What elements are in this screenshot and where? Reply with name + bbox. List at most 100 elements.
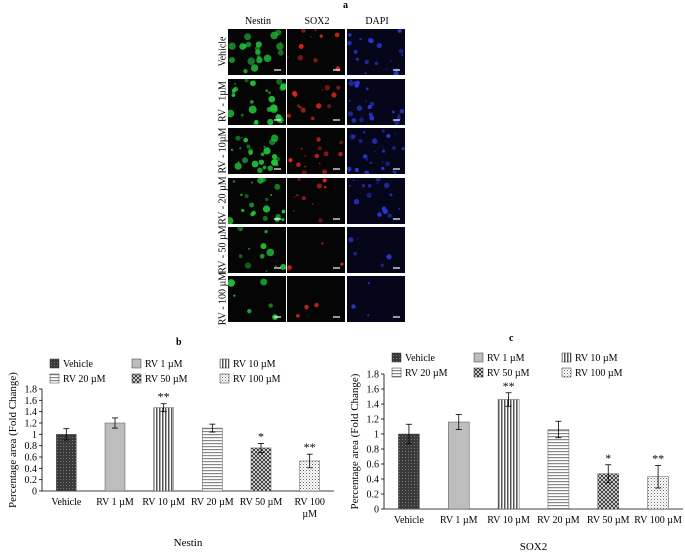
legend-label: RV 10 µM (575, 353, 618, 364)
x-tick-label: RV 10 µM (142, 497, 185, 508)
y-tick-label: 0 (32, 487, 37, 498)
nestin-bar-chart: Vehicle RV 1 µM RV 10 µM RV 20 µM RV 50 µM RV… (7, 358, 334, 549)
y-tick-label: 0.8 (367, 445, 380, 456)
significance-marker: ** (503, 379, 515, 393)
micrograph-sox2 (287, 29, 345, 75)
significance-marker: * (258, 429, 264, 443)
micrograph-dapi (347, 178, 405, 224)
legend-label: RV 100 µM (233, 374, 281, 385)
micrograph-nestin (228, 178, 286, 224)
micrograph-sox2 (287, 79, 345, 125)
x-tick-label: Vehicle (51, 497, 82, 508)
y-tick-label: 0.4 (367, 475, 380, 486)
legend-label: RV 10 µM (233, 359, 276, 370)
y-tick-label: 0.2 (367, 490, 380, 501)
micrograph-sox2 (287, 128, 345, 174)
y-tick-label: 0.4 (25, 464, 38, 475)
y-tick-label: 1 (374, 430, 379, 441)
y-tick-label: 0.6 (25, 453, 38, 464)
y-tick-label: 1.4 (367, 400, 380, 411)
legend-swatch (561, 352, 572, 363)
y-tick-label: 1.4 (25, 407, 38, 418)
bar (497, 399, 520, 510)
panel-a-label: a (343, 0, 348, 11)
legend-swatch (131, 373, 142, 384)
x-axis-label: Nestin (174, 537, 203, 549)
y-tick-label: 1.2 (367, 415, 380, 426)
legend-swatch (473, 367, 484, 378)
x-axis-label: SOX2 (520, 541, 548, 553)
y-tick-label: 0.8 (25, 441, 38, 452)
column-header-sox2: SOX2 (304, 16, 330, 27)
x-tick-label: µM (302, 509, 317, 520)
bar (153, 407, 174, 492)
bar (448, 421, 470, 510)
micrograph-sox2 (287, 227, 345, 273)
y-tick-label: 1.8 (367, 370, 380, 381)
x-tick-label: RV 1 µM (96, 497, 134, 508)
panel-b-label: b (176, 337, 182, 348)
legend-label: RV 20 µM (63, 374, 106, 385)
x-tick-label: RV 100 (294, 497, 324, 508)
bar (202, 427, 223, 492)
x-tick-label: Vehicle (394, 515, 425, 526)
y-tick-label: 1.2 (25, 419, 38, 430)
legend-label: RV 100 µM (575, 368, 623, 379)
legend-swatch (391, 352, 402, 363)
x-tick-label: RV 50 µM (240, 497, 283, 508)
significance-marker: ** (304, 440, 316, 454)
micrograph-nestin (228, 276, 286, 322)
micrograph-dapi (347, 227, 405, 273)
legend-label: RV 50 µM (145, 374, 188, 385)
micrograph-dapi (347, 276, 405, 322)
bar (56, 434, 77, 492)
significance-marker: ** (158, 390, 170, 404)
panel-c-label: c (509, 333, 514, 344)
y-tick-label: 0 (374, 505, 379, 516)
y-tick-label: 0.2 (25, 475, 38, 486)
y-axis-label: Percentage area (Fold Change) (7, 372, 19, 508)
micrograph-nestin (228, 79, 286, 125)
significance-marker: ** (652, 452, 664, 466)
legend-swatch (473, 352, 484, 363)
sox2-bar-chart: Vehicle RV 1 µM RV 10 µM RV 20 µM RV 50 µM RV… (349, 352, 683, 553)
bar (250, 447, 272, 492)
y-tick-label: 1.8 (25, 385, 38, 396)
micrograph-nestin (228, 227, 286, 273)
column-header-dapi: DAPI (365, 16, 389, 27)
y-axis-label: Percentage area (Fold Change) (349, 373, 361, 509)
x-tick-label: RV 20 µM (537, 515, 580, 526)
legend-swatch (219, 358, 230, 369)
x-tick-label: RV 10 µM (487, 515, 530, 526)
legend-swatch (49, 373, 60, 384)
significance-marker: * (605, 451, 611, 465)
micrograph-dapi (347, 29, 405, 75)
y-tick-label: 1.6 (367, 385, 380, 396)
x-tick-label: RV 1 µM (440, 515, 478, 526)
legend-swatch (219, 373, 230, 384)
row-label: RV - 100 µM (217, 271, 229, 326)
legend-label: RV 50 µM (487, 368, 530, 379)
legend-label: Vehicle (405, 353, 436, 364)
x-tick-label: RV 50 µM (587, 515, 630, 526)
micrograph-sox2 (287, 276, 345, 322)
legend-label: RV 1 µM (487, 353, 525, 364)
legend-swatch (49, 358, 60, 369)
bar (547, 429, 570, 510)
legend-swatch (561, 367, 572, 378)
micrograph-dapi (347, 128, 405, 174)
y-tick-label: 1 (32, 430, 37, 441)
x-tick-label: RV 20 µM (191, 497, 234, 508)
micrograph-nestin (228, 128, 286, 174)
column-header-nestin: Nestin (244, 16, 272, 27)
x-tick-label: RV 100 µM (634, 515, 682, 526)
y-tick-label: 0.6 (367, 460, 380, 471)
micrograph-sox2 (287, 178, 345, 224)
bar (104, 422, 126, 492)
bar (398, 433, 420, 510)
micrograph-dapi (347, 79, 405, 125)
y-tick-label: 1.6 (25, 396, 38, 407)
legend-label: Vehicle (63, 359, 94, 370)
micrograph-nestin (228, 29, 286, 75)
legend-swatch (131, 358, 142, 369)
